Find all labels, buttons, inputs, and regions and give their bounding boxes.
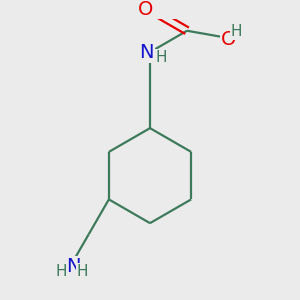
- Text: O: O: [138, 0, 154, 19]
- Text: H: H: [56, 264, 68, 279]
- Text: N: N: [66, 257, 80, 276]
- Text: H: H: [76, 264, 88, 279]
- Text: H: H: [231, 24, 242, 39]
- Text: N: N: [140, 43, 154, 61]
- Text: O: O: [220, 30, 236, 49]
- Text: H: H: [155, 50, 167, 65]
